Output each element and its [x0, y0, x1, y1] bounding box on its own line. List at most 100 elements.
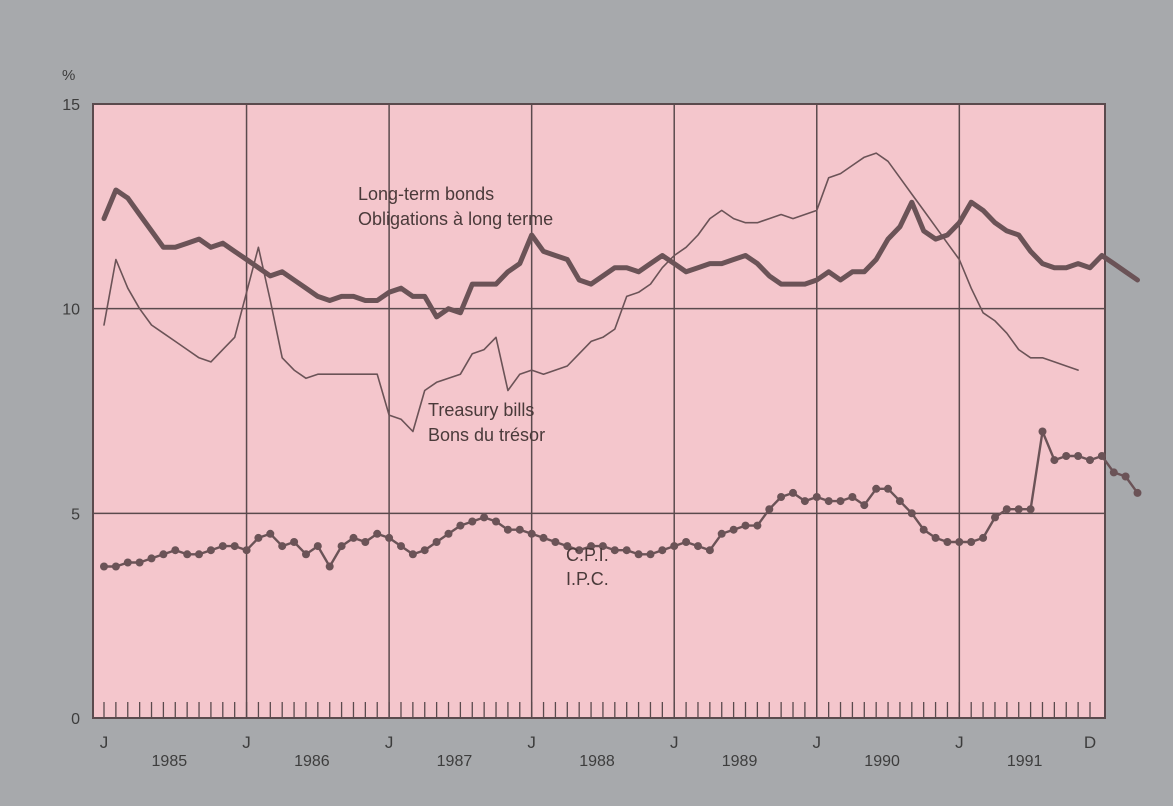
y-unit-label: % — [62, 67, 75, 84]
cpi-point — [884, 484, 892, 493]
cpi-point — [492, 517, 500, 526]
bonds-label-line-1: Long-term bonds — [358, 184, 494, 204]
cpi-point — [812, 493, 821, 501]
x-year-label: 1986 — [294, 753, 330, 770]
cpi-point — [206, 546, 215, 555]
grid-layer — [93, 104, 1105, 718]
cpi-point — [991, 513, 999, 522]
cpi-point — [848, 493, 857, 501]
cpi-point — [1109, 468, 1118, 477]
cpi-point — [503, 525, 512, 534]
cpi-point — [456, 521, 465, 530]
cpi-point — [563, 542, 572, 551]
cpi-point — [444, 529, 453, 538]
cpi-point — [765, 505, 774, 514]
cpi-point — [1038, 427, 1047, 436]
cpi-point — [302, 550, 310, 559]
cpi-point — [670, 542, 679, 551]
cpi-point — [1097, 452, 1106, 460]
cpi-point — [1121, 472, 1130, 481]
cpi-point — [218, 542, 227, 551]
cpi-point — [468, 517, 477, 526]
cpi-point — [682, 538, 691, 546]
cpi-point — [290, 538, 299, 546]
series-line-2 — [103, 152, 1079, 433]
cpi-point — [634, 550, 643, 559]
x-marker-label: J — [813, 733, 822, 752]
x-marker-label: J — [955, 733, 964, 752]
cpi-point — [931, 533, 940, 542]
cpi-point — [420, 546, 429, 555]
cpi-point — [587, 542, 596, 551]
cpi-point — [1050, 456, 1059, 465]
x-marker-label: J — [527, 733, 536, 752]
cpi-point — [955, 538, 964, 546]
cpi-point — [1002, 505, 1011, 514]
y-tick-label: 0 — [71, 711, 80, 728]
cpi-point — [729, 525, 738, 534]
x-marker-label: D — [1084, 733, 1096, 752]
series-line-3 — [102, 430, 1139, 568]
cpi-point — [527, 529, 536, 538]
cpi-point — [361, 538, 370, 546]
axis-layer: % 0 5 10 15 J J J J J J J D 1985 1986 1987 1988 1989 1990… — [62, 67, 1096, 770]
cpi-point — [824, 497, 833, 506]
x-year-label: 1990 — [864, 753, 900, 770]
cpi-point — [967, 538, 976, 546]
cpi-point — [195, 550, 203, 559]
cpi-point — [979, 533, 988, 542]
cpi-point — [895, 497, 904, 506]
cpi-point — [598, 542, 607, 551]
series-line-1 — [101, 187, 1140, 320]
x-marker-label: J — [670, 733, 679, 752]
cpi-point — [337, 542, 346, 551]
cpi-point — [705, 546, 714, 555]
cpi-point — [373, 529, 382, 538]
cpi-point — [1133, 488, 1142, 497]
cpi-point — [278, 542, 287, 551]
cpi-point — [610, 546, 619, 555]
cpi-point — [480, 513, 489, 522]
cpi-point — [397, 542, 405, 551]
cpi-point — [741, 521, 750, 530]
cpi-point — [919, 525, 928, 534]
cpi-point — [100, 562, 108, 571]
cpi-point — [872, 484, 881, 493]
cpi-point — [1086, 456, 1094, 465]
cpi-point — [230, 542, 239, 551]
cpi-point — [385, 533, 394, 542]
x-year-label: 1985 — [152, 753, 188, 770]
cpi-point — [646, 550, 655, 559]
x-marker-label: J — [385, 733, 394, 752]
y-tick-label: 10 — [62, 302, 80, 319]
cpi-point — [1026, 505, 1035, 514]
cpi-point — [266, 529, 275, 538]
cpi-point — [408, 550, 417, 559]
series-layer — [100, 152, 1142, 571]
cpi-label-line-1: C.P.I. — [566, 545, 609, 565]
cpi-point — [1062, 452, 1071, 460]
cpi-point — [575, 546, 584, 555]
cpi-point — [515, 525, 524, 534]
cpi-point — [183, 550, 192, 559]
y-tick-label: 15 — [62, 97, 80, 114]
cpi-point — [753, 521, 762, 530]
cpi-point — [171, 546, 180, 555]
cpi-point — [1014, 505, 1023, 514]
plot-area — [92, 103, 1106, 719]
cpi-point — [159, 550, 168, 559]
x-year-label: 1989 — [722, 753, 758, 770]
cpi-label-line-2: I.P.C. — [566, 569, 609, 589]
y-tick-label: 5 — [71, 506, 80, 523]
cpi-point — [943, 538, 952, 546]
cpi-point — [313, 542, 322, 551]
cpi-point — [432, 538, 441, 546]
cpi-point — [147, 554, 156, 563]
cpi-point — [777, 493, 786, 501]
cpi-point — [349, 533, 358, 542]
tbills-label-line-2: Bons du trésor — [428, 425, 545, 445]
cpi-point — [111, 562, 120, 571]
cpi-point — [1074, 452, 1083, 460]
